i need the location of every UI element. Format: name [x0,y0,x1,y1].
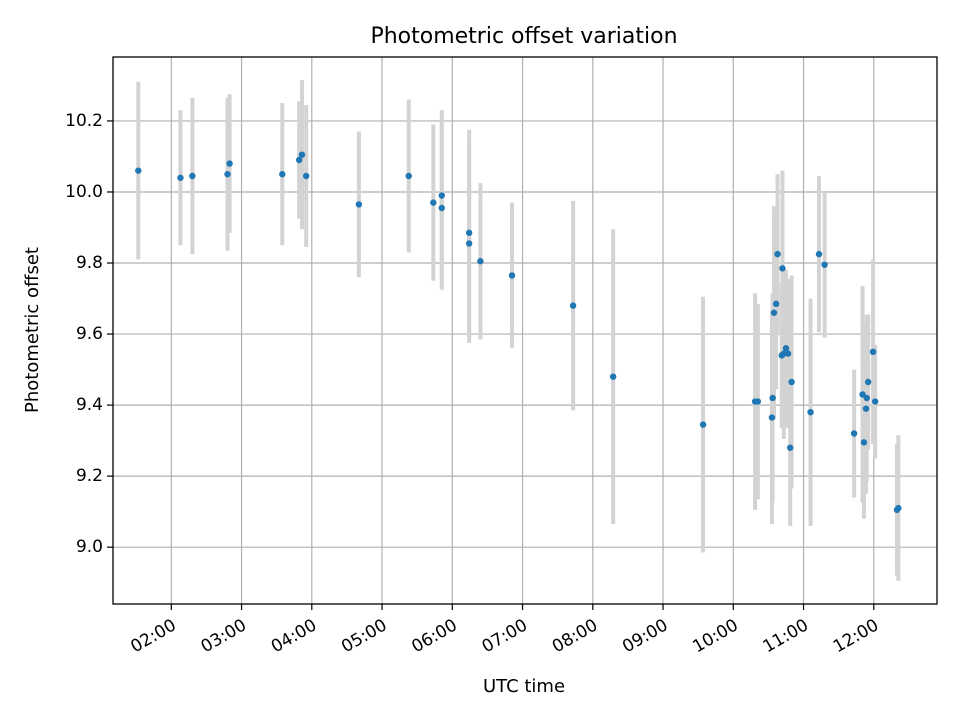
data-point [189,172,196,180]
data-point [769,394,776,402]
data-point [864,378,872,386]
data-point [788,378,795,386]
y-tick-label: 9.2 [76,466,103,486]
data-point [782,345,790,352]
data-point [779,265,786,272]
data-point [869,348,877,356]
data-point [768,414,776,421]
data-point [477,258,484,265]
data-point [355,201,363,208]
data-point [438,204,445,212]
y-tick-label: 10.2 [65,111,103,131]
data-point [302,172,310,180]
data-point [871,398,879,405]
chart-title: Photometric offset variation [370,24,677,49]
data-point [774,250,781,258]
y-tick-label: 9.0 [76,537,103,557]
y-tick-label: 9.8 [76,253,103,273]
data-point [224,171,231,178]
data-point [226,160,233,167]
grid-layer [113,57,937,604]
data-point [465,229,473,237]
data-point [438,192,445,199]
data-point [815,250,823,258]
data-point [135,167,142,174]
data-point [569,302,577,309]
data-point [279,171,286,178]
point-layer [135,151,902,514]
data-point [430,199,437,206]
data-point [859,391,866,398]
x-axis-label: UTC time [483,676,565,697]
y-tick-label: 9.4 [76,395,103,415]
data-point [295,156,303,164]
data-point [807,408,814,416]
data-point [465,240,473,247]
data-point [177,174,184,181]
data-point [754,398,762,405]
plot-frame [112,56,938,605]
data-point [699,421,707,428]
data-point [772,300,780,308]
data-point [863,394,870,402]
data-point [862,405,870,412]
data-point [770,309,778,316]
data-point [821,261,828,268]
data-point [895,504,902,512]
y-tick-label: 10.0 [65,182,103,202]
data-point [784,350,792,357]
data-point [405,172,412,180]
y-tick-label: 9.6 [76,324,103,344]
data-point [850,430,858,437]
y-axis-label: Photometric offset [22,247,43,413]
data-point [298,151,306,158]
data-point [508,272,516,279]
data-point [786,444,794,451]
data-point [609,373,617,380]
data-point [860,439,868,446]
